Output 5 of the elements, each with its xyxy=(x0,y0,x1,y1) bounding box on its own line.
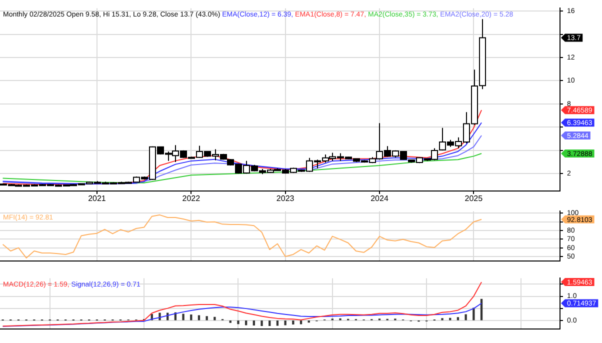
x-tick-label: 2021 xyxy=(88,194,106,204)
x-tick-label: 2024 xyxy=(370,194,389,204)
x-tick-label: 2023 xyxy=(276,194,295,204)
x-tick-label: 2025 xyxy=(464,194,484,204)
x-tick-label: 2022 xyxy=(182,194,201,204)
